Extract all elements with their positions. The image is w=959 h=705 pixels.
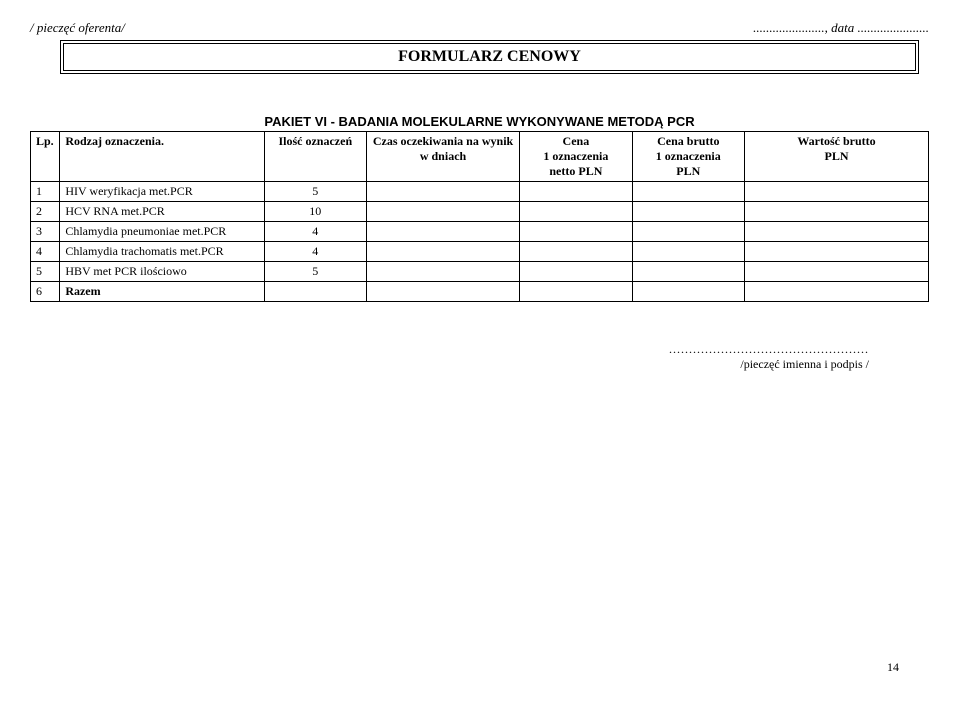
cell-brutto bbox=[632, 242, 744, 262]
table-row: 3 Chlamydia pneumoniae met.PCR 4 bbox=[31, 222, 929, 242]
cell-brutto bbox=[632, 222, 744, 242]
cell-lp: 1 bbox=[31, 182, 60, 202]
table-header-row: Lp. Rodzaj oznaczenia. Ilość oznaczeń Cz… bbox=[31, 132, 929, 182]
pakiet-label: PAKIET VI - BADANIA MOLEKULARNE WYKONYWA… bbox=[30, 114, 929, 129]
col-rodzaj: Rodzaj oznaczenia. bbox=[60, 132, 264, 182]
table-row: 5 HBV met PCR ilościowo 5 bbox=[31, 262, 929, 282]
col-czas: Czas oczekiwania na wynik w dniach bbox=[366, 132, 519, 182]
page: / pieczęć oferenta/ ....................… bbox=[30, 20, 929, 685]
table-row: 1 HIV weryfikacja met.PCR 5 bbox=[31, 182, 929, 202]
table-row: 4 Chlamydia trachomatis met.PCR 4 bbox=[31, 242, 929, 262]
cell-czas bbox=[366, 182, 519, 202]
signature-block: ........................................… bbox=[30, 342, 929, 372]
cell-wartosc bbox=[744, 182, 928, 202]
cell-qty bbox=[264, 282, 366, 302]
cell-name: HCV RNA met.PCR bbox=[60, 202, 264, 222]
cell-cena bbox=[520, 202, 632, 222]
cell-lp: 4 bbox=[31, 242, 60, 262]
cell-name: Razem bbox=[60, 282, 264, 302]
header-row: / pieczęć oferenta/ ....................… bbox=[30, 20, 929, 36]
cell-wartosc bbox=[744, 222, 928, 242]
cell-czas bbox=[366, 262, 519, 282]
col-wartosc: Wartość bruttoPLN bbox=[744, 132, 928, 182]
price-table: Lp. Rodzaj oznaczenia. Ilość oznaczeń Cz… bbox=[30, 131, 929, 302]
title-outer-box: FORMULARZ CENOWY bbox=[60, 40, 919, 74]
cell-name: HIV weryfikacja met.PCR bbox=[60, 182, 264, 202]
signature-label: /pieczęć imienna i podpis / bbox=[30, 357, 869, 372]
col-ilosc: Ilość oznaczeń bbox=[264, 132, 366, 182]
cell-czas bbox=[366, 282, 519, 302]
cell-brutto bbox=[632, 262, 744, 282]
form-title: FORMULARZ CENOWY bbox=[63, 43, 916, 71]
cell-cena bbox=[520, 222, 632, 242]
cell-lp: 2 bbox=[31, 202, 60, 222]
cell-wartosc bbox=[744, 242, 928, 262]
cell-wartosc bbox=[744, 262, 928, 282]
cell-czas bbox=[366, 202, 519, 222]
cell-brutto bbox=[632, 282, 744, 302]
cell-name: HBV met PCR ilościowo bbox=[60, 262, 264, 282]
cell-lp: 3 bbox=[31, 222, 60, 242]
cell-cena bbox=[520, 262, 632, 282]
cell-wartosc bbox=[744, 202, 928, 222]
cell-qty: 5 bbox=[264, 262, 366, 282]
table-body: 1 HIV weryfikacja met.PCR 5 2 HCV RNA me… bbox=[31, 182, 929, 302]
cell-czas bbox=[366, 242, 519, 262]
table-row: 2 HCV RNA met.PCR 10 bbox=[31, 202, 929, 222]
cell-czas bbox=[366, 222, 519, 242]
cell-cena bbox=[520, 282, 632, 302]
date-placeholder: ......................, data ...........… bbox=[753, 20, 929, 36]
cell-cena bbox=[520, 242, 632, 262]
cell-name: Chlamydia pneumoniae met.PCR bbox=[60, 222, 264, 242]
cell-lp: 6 bbox=[31, 282, 60, 302]
table-row: 6 Razem bbox=[31, 282, 929, 302]
signature-dots: ........................................… bbox=[30, 342, 869, 357]
stamp-placeholder: / pieczęć oferenta/ bbox=[30, 20, 125, 36]
col-cena: Cena1 oznaczenianetto PLN bbox=[520, 132, 632, 182]
cell-qty: 4 bbox=[264, 222, 366, 242]
cell-lp: 5 bbox=[31, 262, 60, 282]
cell-qty: 5 bbox=[264, 182, 366, 202]
cell-name: Chlamydia trachomatis met.PCR bbox=[60, 242, 264, 262]
cell-qty: 4 bbox=[264, 242, 366, 262]
col-cena-brutto: Cena brutto1 oznaczeniaPLN bbox=[632, 132, 744, 182]
cell-wartosc bbox=[744, 282, 928, 302]
cell-brutto bbox=[632, 182, 744, 202]
page-number: 14 bbox=[887, 660, 899, 675]
cell-qty: 10 bbox=[264, 202, 366, 222]
cell-cena bbox=[520, 182, 632, 202]
cell-brutto bbox=[632, 202, 744, 222]
col-lp: Lp. bbox=[31, 132, 60, 182]
